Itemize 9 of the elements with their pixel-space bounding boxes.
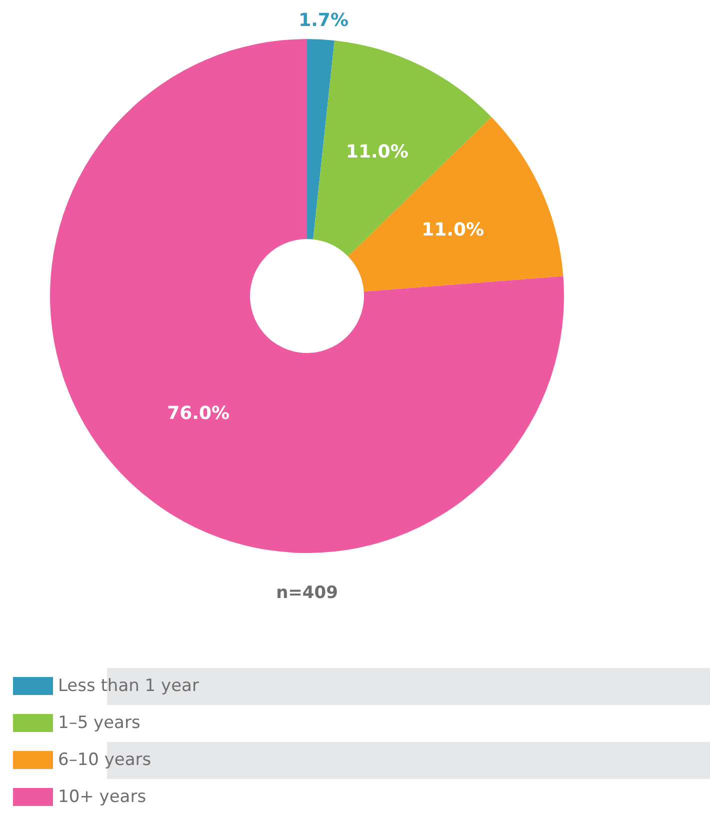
legend-label: 6–10 years <box>58 750 152 770</box>
data-label: 11.0% <box>422 220 484 241</box>
data-label: 1.7% <box>298 10 348 31</box>
legend-label: 1–5 years <box>58 713 140 733</box>
legend-label: 10+ years <box>58 787 146 807</box>
text: n=409 <box>275 583 339 603</box>
legend-label: Less than 1 year <box>58 676 199 696</box>
data-label: 11.0% <box>346 142 408 163</box>
data-label: 76.0% <box>167 402 230 424</box>
